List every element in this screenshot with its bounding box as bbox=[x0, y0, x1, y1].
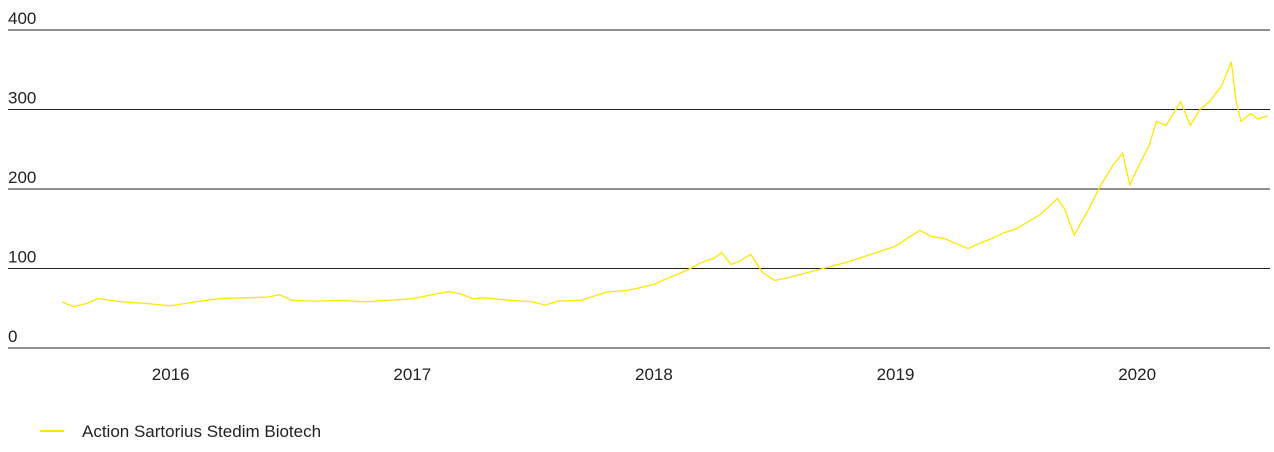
line bbox=[61, 61, 1268, 308]
x-tick-label: 2016 bbox=[152, 365, 190, 384]
y-tick-label: 200 bbox=[8, 168, 36, 187]
y-tick-label: 300 bbox=[8, 89, 36, 108]
y-tick-label: 400 bbox=[8, 9, 36, 28]
y-tick-label: 100 bbox=[8, 248, 36, 267]
x-tick-label: 2018 bbox=[635, 365, 673, 384]
x-tick-label: 2017 bbox=[393, 365, 431, 384]
x-tick-label: 2019 bbox=[877, 365, 915, 384]
legend-label: Action Sartorius Stedim Biotech bbox=[82, 422, 321, 441]
y-tick-label: 0 bbox=[8, 327, 17, 346]
x-tick-label: 2020 bbox=[1118, 365, 1156, 384]
